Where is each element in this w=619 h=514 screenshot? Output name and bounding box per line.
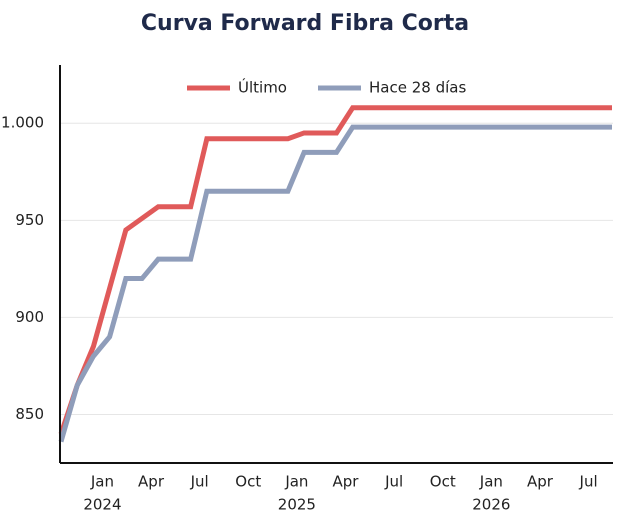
x-year-label: 2025 [278,496,316,514]
x-tick-label: Oct [235,473,261,491]
series-line [58,105,612,435]
x-tick-label: Jan [284,473,308,491]
legend-label: Hace 28 días [369,79,466,97]
x-tick-label: Jul [384,473,403,491]
y-tick-label: 850 [15,405,44,423]
x-year-label: 2026 [472,496,510,514]
series-line [58,124,612,443]
x-tick-label: Jul [579,473,598,491]
x-year-label: 2024 [83,496,121,514]
y-tick-label: 900 [15,308,44,326]
y-tick-label: 1.000 [1,114,44,132]
chart-title: Curva Forward Fibra Corta [141,11,469,36]
x-tick-label: Oct [430,473,456,491]
y-tick-label: 950 [15,211,44,229]
x-tick-label: Apr [527,473,554,491]
x-tick-label: Apr [333,473,360,491]
legend-label: Último [238,78,287,97]
x-tick-label: Jan [479,473,503,491]
x-tick-label: Apr [138,473,165,491]
x-tick-label: Jan [90,473,114,491]
x-tick-label: Jul [190,473,209,491]
